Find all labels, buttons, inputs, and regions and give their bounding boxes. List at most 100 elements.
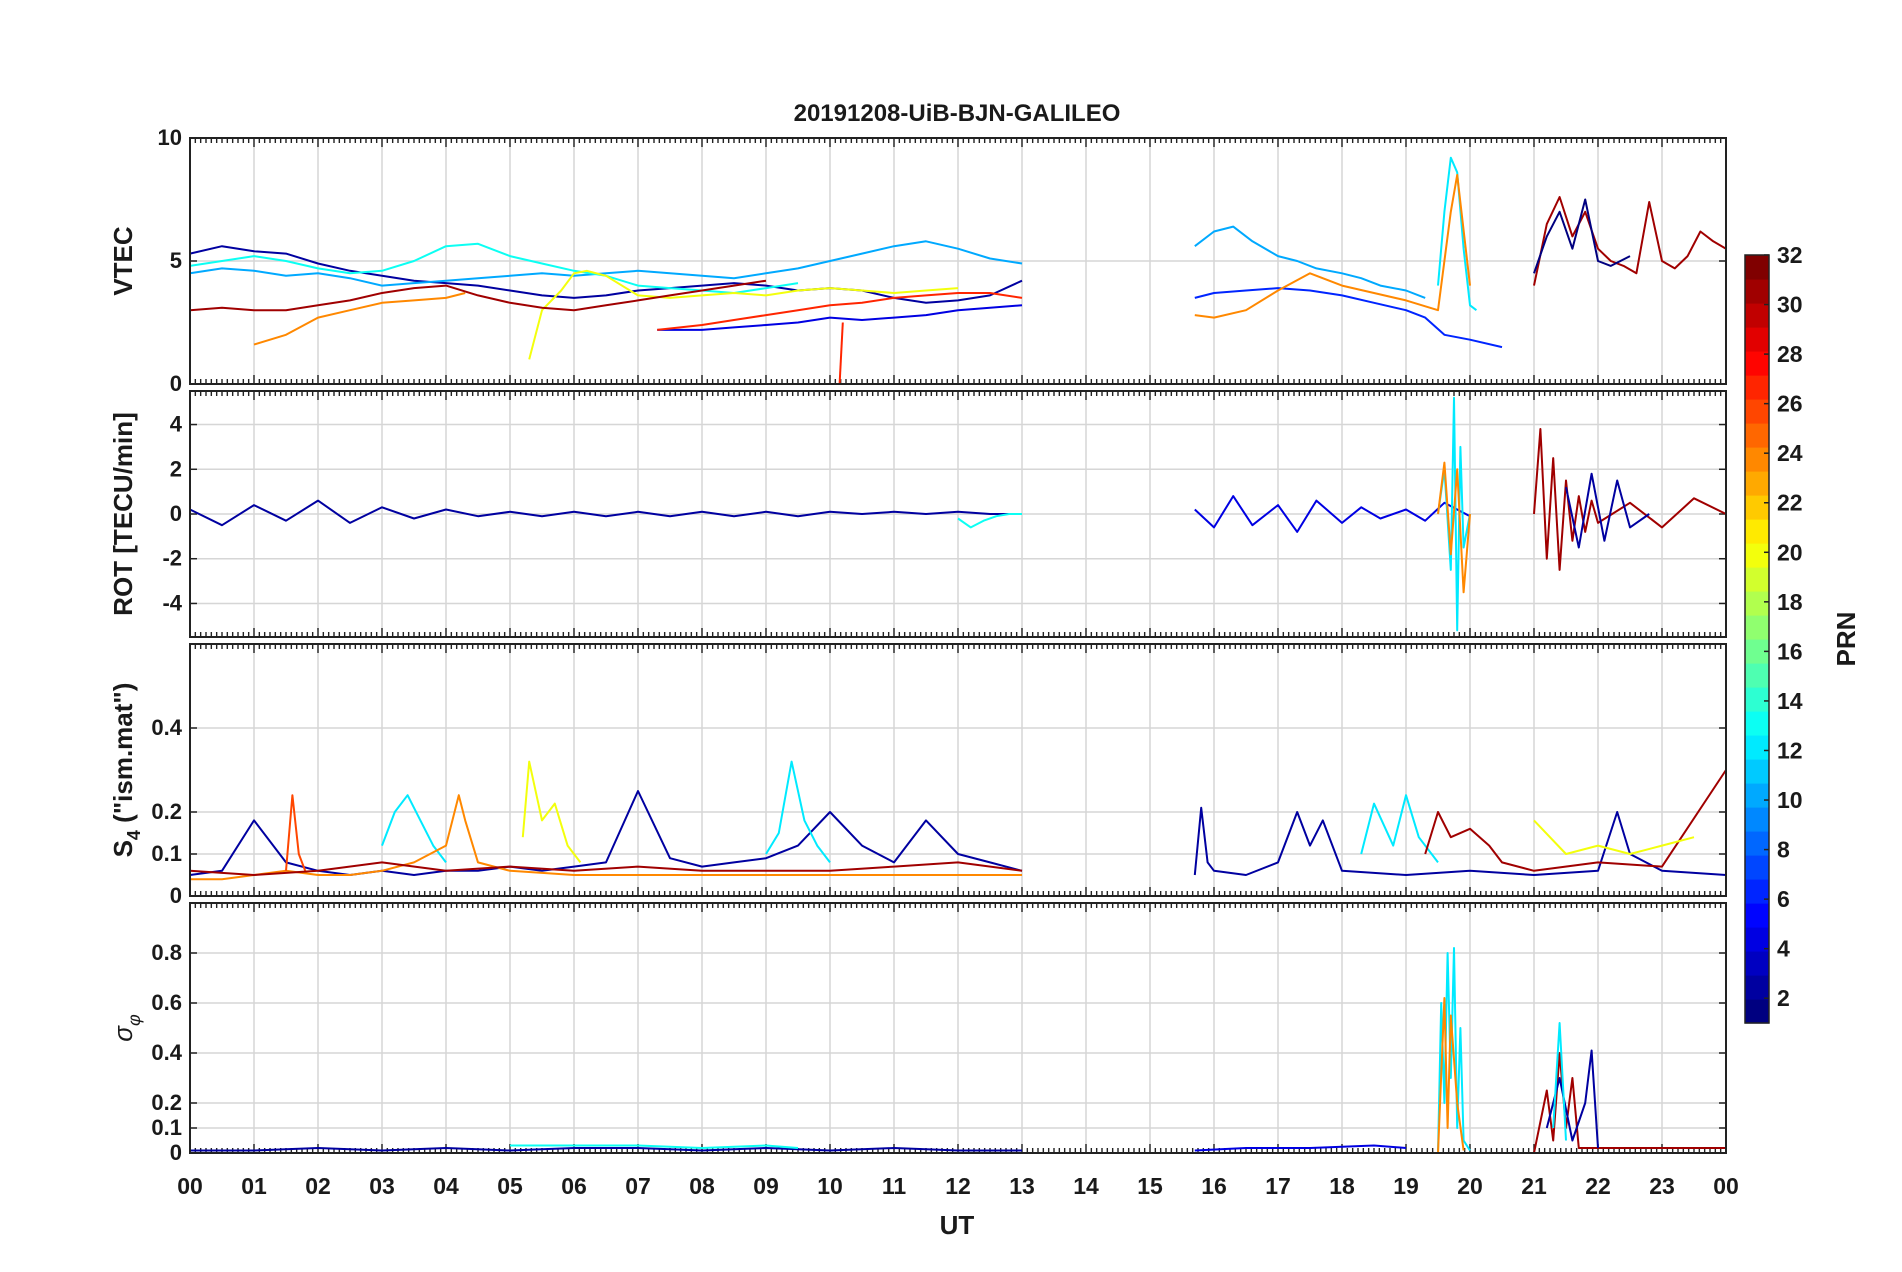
y-tick-label: 5 bbox=[170, 248, 182, 273]
y-tick-label: 0.1 bbox=[151, 1115, 182, 1140]
colorbar-tick-label: 2 bbox=[1777, 985, 1790, 1011]
colorbar-label: PRN bbox=[1831, 612, 1861, 667]
y-tick-label: 0.4 bbox=[151, 1040, 182, 1065]
x-tick-label: 15 bbox=[1137, 1173, 1163, 1199]
colorbar-tick-label: 22 bbox=[1777, 490, 1803, 516]
colorbar-swatch bbox=[1745, 303, 1769, 328]
series-prn-27 bbox=[657, 292, 1023, 331]
x-tick-label: 16 bbox=[1201, 1173, 1227, 1199]
series-prn-20 bbox=[528, 269, 959, 360]
series-prn-24 bbox=[1194, 173, 1471, 319]
colorbar-swatch bbox=[1745, 807, 1769, 832]
colorbar-swatch bbox=[1745, 567, 1769, 592]
series-prn-13 bbox=[957, 513, 1022, 529]
colorbar-swatch bbox=[1745, 399, 1769, 424]
x-tick-label: 01 bbox=[241, 1173, 267, 1199]
colorbar-swatch bbox=[1745, 423, 1769, 448]
colorbar-tick-label: 26 bbox=[1777, 391, 1803, 417]
colorbar-swatch bbox=[1745, 279, 1769, 304]
colorbar-swatch bbox=[1745, 663, 1769, 688]
y-tick-label: 0 bbox=[170, 1140, 182, 1165]
panel-s4: 0 0.1 0.2 0.4 S4 ("ism.mat") bbox=[108, 643, 1727, 908]
series-prn-6 bbox=[1194, 287, 1503, 349]
colorbar-swatch bbox=[1745, 711, 1769, 736]
series-prn-31 bbox=[1533, 428, 1727, 571]
x-tick-label: 21 bbox=[1521, 1173, 1547, 1199]
colorbar-swatch bbox=[1745, 327, 1769, 352]
series-prn-10 bbox=[189, 240, 1023, 287]
x-tick-label: 03 bbox=[369, 1173, 395, 1199]
colorbar-swatch bbox=[1745, 831, 1769, 856]
x-tick-label: 09 bbox=[753, 1173, 779, 1199]
x-tick-label: 19 bbox=[1393, 1173, 1419, 1199]
colorbar-swatch bbox=[1745, 855, 1769, 880]
colorbar-swatch bbox=[1745, 999, 1769, 1024]
colorbar-swatch bbox=[1745, 951, 1769, 976]
series-prn-12 bbox=[765, 760, 831, 864]
y-tick-label: 0.4 bbox=[151, 715, 182, 740]
colorbar-tick-label: 12 bbox=[1777, 737, 1803, 763]
colorbar-tick-label: 30 bbox=[1777, 292, 1803, 318]
series-prn-20 bbox=[1533, 819, 1695, 855]
y-axis-label: S4 ("ism.mat") bbox=[108, 683, 144, 858]
series-prn-4 bbox=[1194, 1144, 1407, 1152]
colorbar-swatch bbox=[1745, 543, 1769, 568]
x-tick-label: 00 bbox=[1713, 1173, 1739, 1199]
series-prn-2 bbox=[189, 499, 1022, 527]
colorbar-tick-label: 4 bbox=[1777, 936, 1790, 962]
colorbar-tick-label: 18 bbox=[1777, 589, 1803, 615]
x-tick-label: 14 bbox=[1073, 1173, 1099, 1199]
y-tick-label: -4 bbox=[162, 590, 182, 615]
x-tick-label: 22 bbox=[1585, 1173, 1611, 1199]
series-prn-13 bbox=[510, 1144, 799, 1149]
colorbar-swatch bbox=[1745, 375, 1769, 400]
series-prn-31 bbox=[1533, 196, 1727, 286]
series-prn-4 bbox=[1194, 495, 1471, 533]
colorbar-swatch bbox=[1745, 879, 1769, 904]
figure-title: 20191208-UiB-BJN-GALILEO bbox=[794, 100, 1121, 127]
x-tick-label: 20 bbox=[1457, 1173, 1483, 1199]
series-prn-24 bbox=[1437, 461, 1471, 594]
series-prn-2 bbox=[190, 1147, 1022, 1152]
x-tick-label: 04 bbox=[433, 1173, 459, 1199]
axes-frame bbox=[189, 643, 1727, 897]
x-tick-label: 07 bbox=[625, 1173, 651, 1199]
x-tick-label: 05 bbox=[497, 1173, 523, 1199]
x-tick-label: 06 bbox=[561, 1173, 587, 1199]
x-tick-label: 13 bbox=[1009, 1173, 1035, 1199]
x-tick-label: 02 bbox=[305, 1173, 331, 1199]
series-prn-2 bbox=[189, 245, 1023, 304]
y-tick-label: 0 bbox=[170, 501, 182, 526]
x-tick-label: 00 bbox=[177, 1173, 203, 1199]
series-prn-4 bbox=[657, 304, 1023, 331]
y-tick-label: 0.2 bbox=[151, 1090, 182, 1115]
series-prn-12 bbox=[1360, 794, 1439, 864]
colorbar-tick-label: 14 bbox=[1777, 688, 1803, 714]
x-tick-label: 23 bbox=[1649, 1173, 1675, 1199]
colorbar-swatch bbox=[1745, 783, 1769, 808]
colorbar-swatch bbox=[1745, 927, 1769, 952]
axes-frame bbox=[189, 390, 1727, 638]
series-prn-26 bbox=[285, 794, 307, 872]
y-tick-label: 0 bbox=[170, 371, 182, 396]
series-prn-12 bbox=[1552, 1022, 1567, 1141]
series-prn-10 bbox=[1194, 225, 1426, 299]
series-prn-1 bbox=[1533, 198, 1631, 274]
colorbar-tick-label: 24 bbox=[1777, 440, 1803, 466]
colorbar-swatch bbox=[1745, 591, 1769, 616]
x-tick-labels: 00 01 02 03 04 05 06 07 08 09 10 11 12 13 14 15 16 17 18 19… bbox=[177, 1173, 1739, 1199]
x-tick-label: 17 bbox=[1265, 1173, 1291, 1199]
colorbar-tick-label: 20 bbox=[1777, 539, 1803, 565]
y-tick-label: 10 bbox=[158, 125, 182, 150]
colorbar-swatch bbox=[1745, 615, 1769, 640]
colorbar-swatch bbox=[1745, 495, 1769, 520]
series-prn-31 bbox=[189, 861, 1023, 876]
colorbar-swatch bbox=[1745, 351, 1769, 376]
series-prn-2 bbox=[1565, 472, 1650, 549]
colorbar-swatch bbox=[1745, 687, 1769, 712]
series-prn-24 bbox=[1437, 997, 1465, 1154]
y-axis-label: VTEC bbox=[108, 226, 138, 296]
colorbar-swatch bbox=[1745, 759, 1769, 784]
series-prn-12 bbox=[381, 794, 447, 864]
